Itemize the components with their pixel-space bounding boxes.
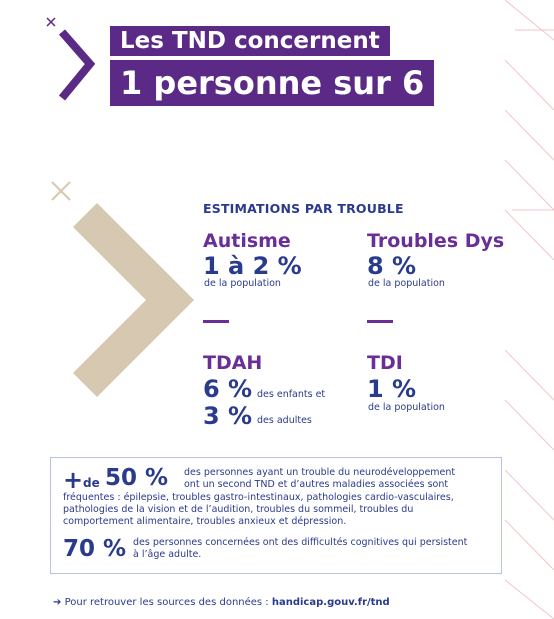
footer-text: Pour retrouver les sources des données : xyxy=(64,597,272,608)
stat-50-line4: pathologies de la vision et de l’auditio… xyxy=(63,504,414,515)
autisme-note: de la population xyxy=(204,278,281,289)
stat-70-line1: des personnes concernées ont des difficu… xyxy=(133,537,468,548)
arrow-right-icon: ➔ xyxy=(53,597,62,608)
stat-70: 70 % xyxy=(63,536,127,562)
autisme-label: Autisme xyxy=(203,230,291,252)
divider-right xyxy=(367,320,393,323)
beige-chevron-icon xyxy=(51,181,195,398)
stat-50: 50 % xyxy=(105,465,169,491)
sources-link[interactable]: handicap.gouv.fr/tnd xyxy=(271,597,390,608)
tdah-value-1: 6 % xyxy=(203,375,253,403)
title-line-2: 1 personne sur 6 xyxy=(110,60,435,106)
de-label: de xyxy=(83,476,100,490)
stat-50-line1: des personnes ayant un trouble du neurod… xyxy=(184,467,456,478)
plus-sign: + xyxy=(63,466,84,494)
tdi-value: 1 % xyxy=(367,375,417,403)
stat-50-line2: ont un second TND et d’autres maladies a… xyxy=(184,479,449,490)
top-chevron-icon xyxy=(46,17,96,101)
stat-50-line3: fréquentes : épilepsie, troubles gastro-… xyxy=(63,492,454,503)
stat-70-line2: à l’âge adulte. xyxy=(133,549,202,560)
autisme-value: 1 à 2 % xyxy=(203,252,302,280)
footer: ➔ Pour retrouver les sources des données… xyxy=(53,597,390,608)
dys-value: 8 % xyxy=(367,252,417,280)
dys-note: de la population xyxy=(368,278,445,289)
tdah-value-2: 3 % xyxy=(203,402,253,430)
section-title: ESTIMATIONS PAR TROUBLE xyxy=(203,201,404,216)
divider-left xyxy=(203,320,229,323)
tdah-note-2: des adultes xyxy=(257,415,312,426)
tdi-note: de la population xyxy=(368,402,445,413)
stat-50-line5: comportement alimentaire, troubles anxie… xyxy=(63,516,347,527)
title-line-1: Les TND concernent xyxy=(110,26,390,56)
tdi-label: TDI xyxy=(367,352,403,374)
dys-label: Troubles Dys xyxy=(367,230,505,252)
tdah-note-1: des enfants et xyxy=(257,389,326,400)
tdah-label: TDAH xyxy=(203,352,263,374)
info-box: + de 50 % des personnes ayant un trouble… xyxy=(50,457,502,574)
